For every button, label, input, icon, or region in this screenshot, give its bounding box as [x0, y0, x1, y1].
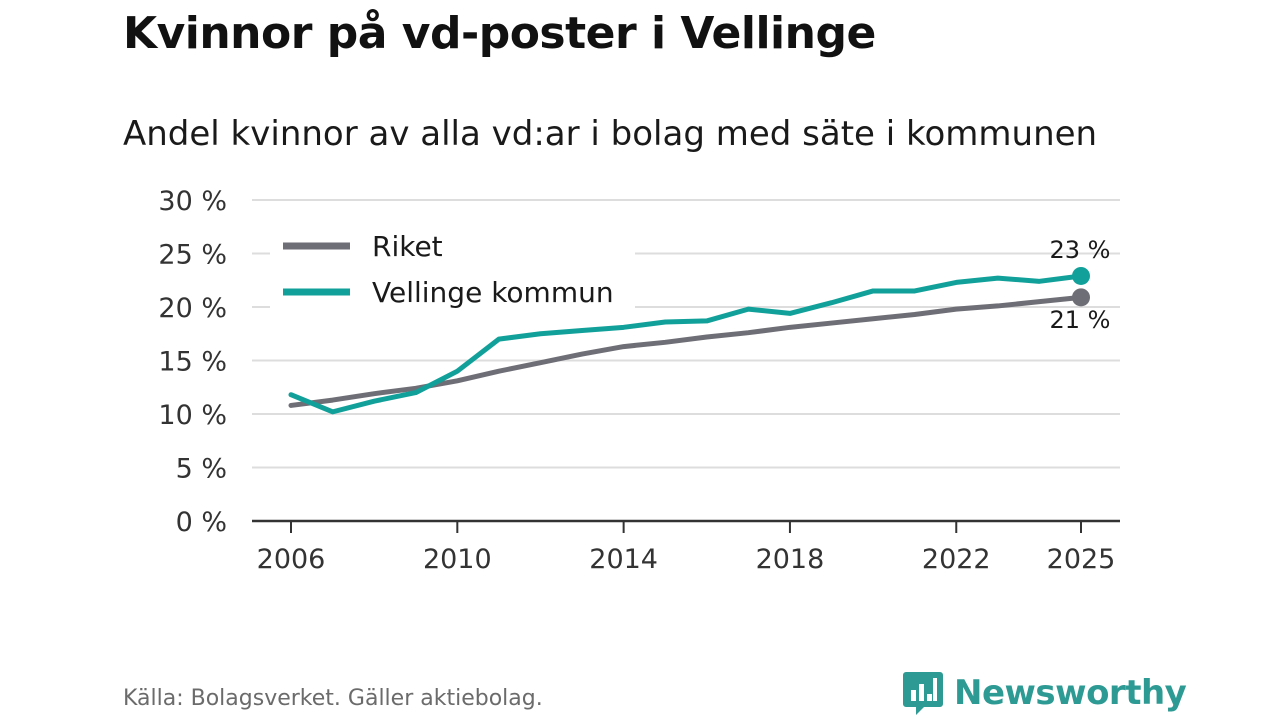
- x-tick-label: 2025: [1047, 544, 1116, 575]
- end-label-riket: 21 %: [1050, 306, 1111, 334]
- y-tick-label: 15 %: [158, 347, 227, 378]
- series: [288, 266, 1090, 415]
- y-axis-tick-labels: 0 % 5 % 10 % 15 % 20 % 25 % 30 %: [158, 186, 227, 538]
- source-note: Källa: Bolagsverket. Gäller aktiebolag.: [123, 686, 543, 711]
- y-tick-label: 30 %: [158, 186, 227, 217]
- brand-name: Newsworthy: [954, 673, 1187, 713]
- x-tick-label: 2014: [589, 544, 658, 575]
- y-tick-label: 0 %: [176, 507, 227, 538]
- y-tick-label: 10 %: [158, 400, 227, 431]
- series-line-vellinge: [288, 273, 1084, 415]
- legend-label-riket: Riket: [372, 230, 443, 263]
- end-marker-vellinge: [1072, 266, 1090, 285]
- chart-title: Kvinnor på vd-poster i Vellinge: [123, 8, 876, 59]
- x-tick-label: 2010: [423, 544, 492, 575]
- x-tick-label: 2018: [756, 544, 825, 575]
- x-axis: 2006 2010 2014 2018 2022 2025: [252, 519, 1120, 575]
- legend-label-vellinge: Vellinge kommun: [372, 276, 614, 309]
- brand-logo: Newsworthy: [902, 670, 1187, 716]
- x-tick-label: 2006: [257, 544, 326, 575]
- newsworthy-logo-icon: [903, 672, 943, 715]
- x-tick-label: 2022: [922, 544, 991, 575]
- end-label-vellinge: 23 %: [1050, 236, 1111, 264]
- y-tick-label: 25 %: [158, 240, 227, 271]
- chart-subtitle: Andel kvinnor av alla vd:ar i bolag med …: [123, 114, 1098, 154]
- y-tick-label: 20 %: [158, 293, 227, 324]
- end-marker-riket: [1072, 288, 1090, 307]
- y-tick-label: 5 %: [176, 454, 227, 485]
- legend: Riket Vellinge kommun: [270, 226, 635, 318]
